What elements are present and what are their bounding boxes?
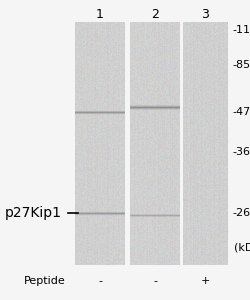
Text: -47: -47 (231, 107, 249, 117)
Text: -36: -36 (231, 147, 249, 157)
Text: 1: 1 (96, 8, 104, 20)
Text: 3: 3 (200, 8, 208, 20)
Text: Peptide: Peptide (24, 276, 66, 286)
Text: -118: -118 (231, 25, 250, 35)
Text: -: - (98, 276, 102, 286)
Text: p27Kip1: p27Kip1 (5, 206, 62, 220)
Text: -: - (152, 276, 156, 286)
Text: +: + (200, 276, 209, 286)
Text: 2: 2 (150, 8, 158, 20)
Text: -26: -26 (231, 208, 249, 218)
Text: (kD): (kD) (233, 243, 250, 253)
Text: -85: -85 (231, 60, 249, 70)
